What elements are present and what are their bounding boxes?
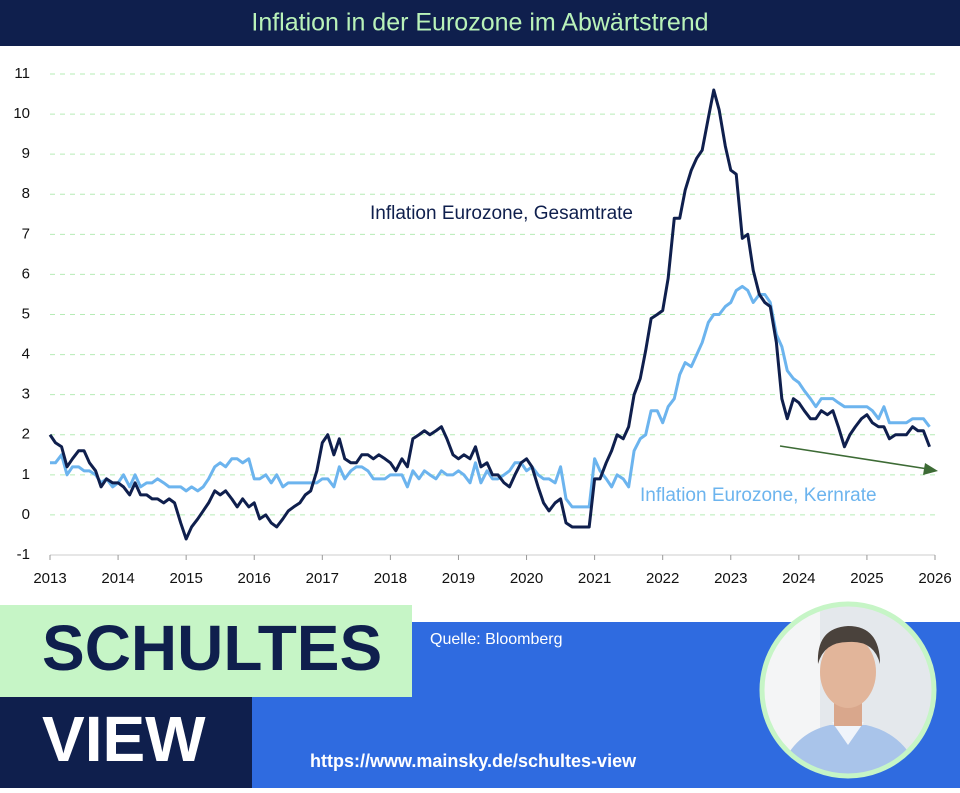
y-tick-label: 9 [22,145,30,162]
y-tick-label: 5 [22,305,30,322]
source: Quelle: Bloomberg [430,631,563,648]
url: https://www.mainsky.de/schultes-view [310,751,637,771]
y-tick-label: 3 [22,386,30,403]
x-tick-label: 2021 [578,570,611,587]
x-tick-label: 2026 [918,570,951,587]
title-bar [0,0,960,46]
y-tick-label: 1 [22,466,30,483]
y-tick-label: 10 [13,105,30,122]
chart-title: Inflation in der Eurozone im Abwärtstren… [251,9,708,37]
portrait [762,604,934,776]
brand-box [0,605,412,697]
brand-line2: VIEW [42,703,206,775]
y-tick-label: 6 [22,265,30,282]
x-tick-label: 2014 [101,570,134,587]
footer-blue [252,697,412,788]
x-tick-label: 2024 [782,570,815,587]
x-tick-label: 2020 [510,570,543,587]
y-tick-label: 7 [22,225,30,242]
x-tick-label: 2019 [442,570,475,587]
series-line [48,88,931,541]
y-tick-label: 0 [22,506,30,523]
x-tick-label: 2015 [169,570,202,587]
brand-box [0,697,252,788]
annotation: Inflation Eurozone, Kernrate [640,485,877,506]
x-tick-label: 2022 [646,570,679,587]
x-tick-label: 2016 [238,570,271,587]
y-tick-label: -1 [17,546,30,563]
y-tick-label: 8 [22,185,30,202]
x-tick-label: 2018 [374,570,407,587]
y-tick-label: 4 [22,346,30,363]
x-tick-label: 2017 [306,570,339,587]
brand-line1: SCHULTES [42,612,382,684]
trend-arrowhead [923,463,938,475]
y-tick-label: 11 [14,65,30,82]
portrait-ring [759,601,937,779]
series-line [50,284,931,509]
plot-area: -1 0 1 2 3 4 5 6 7 8 9 10 11 2013 2014 2015 2016 2017 2018… [13,65,951,587]
x-tick-label: 2023 [714,570,747,587]
y-tick-label: 2 [22,426,30,443]
x-tick-label: 2013 [33,570,66,587]
annotation: Inflation Eurozone, Gesamtrate [370,203,633,224]
trend-arrow [779,445,929,470]
x-tick-label: 2025 [850,570,883,587]
